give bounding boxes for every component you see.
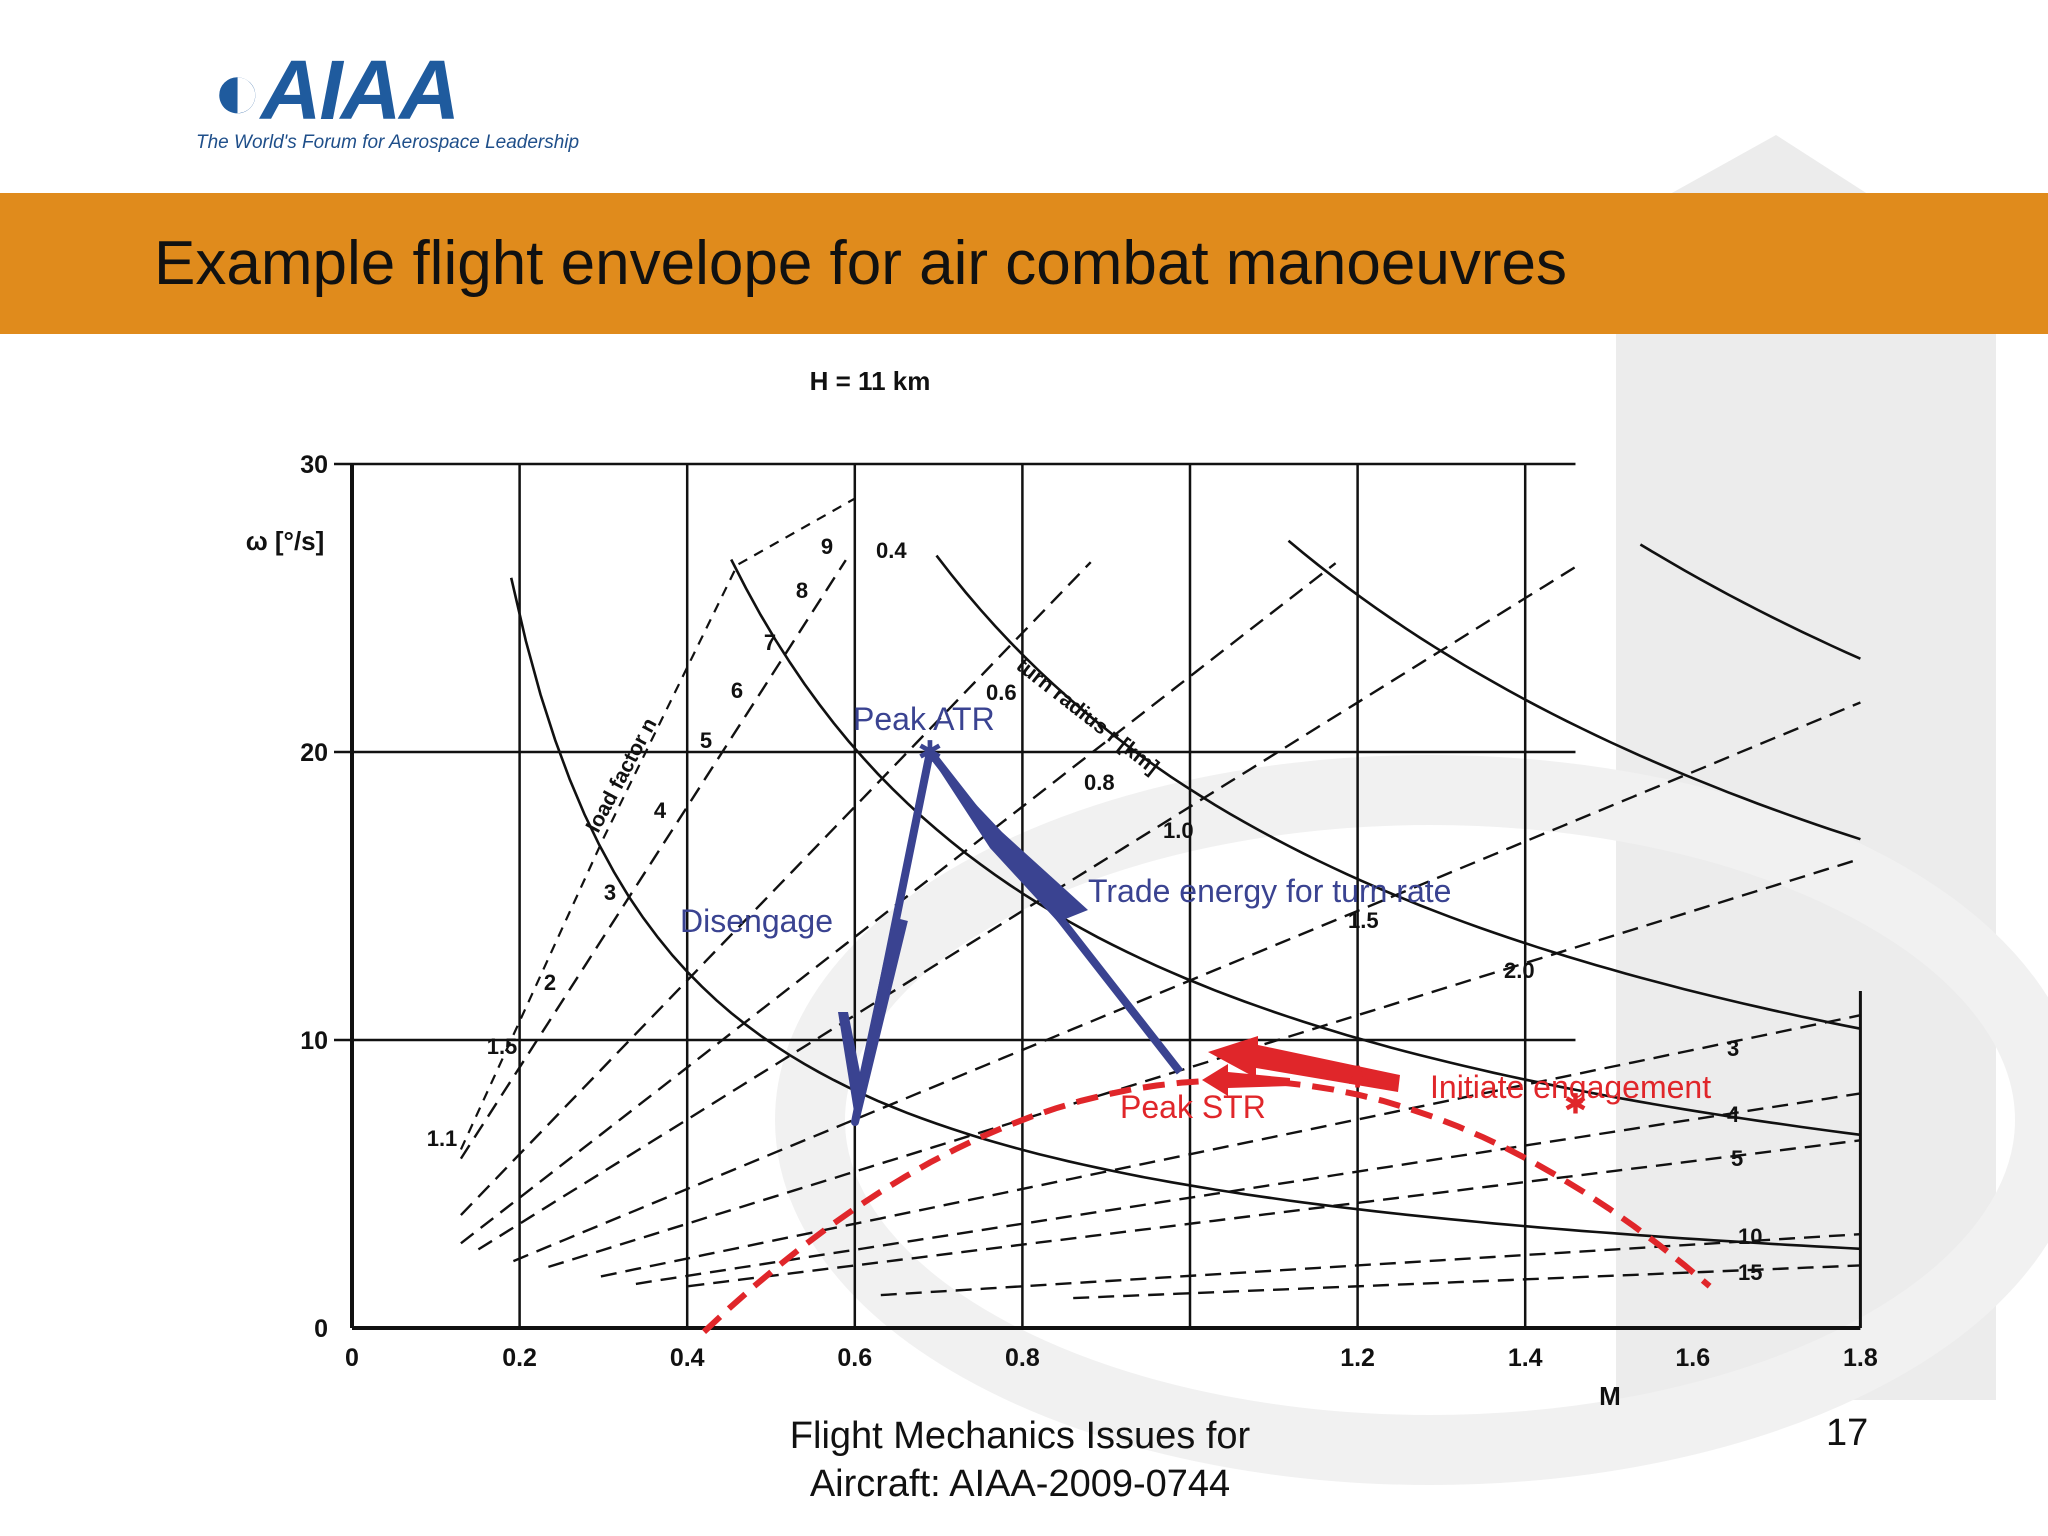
logo-tagline: The World's Forum for Aerospace Leadersh… xyxy=(196,132,580,153)
slide-title: Example flight envelope for air combat m… xyxy=(154,229,1567,298)
x-tick-label: 0.2 xyxy=(502,1344,537,1372)
load-factor-label: 9 xyxy=(821,534,833,559)
red-annotations: ✱✱ xyxy=(701,1036,1712,1334)
y-tick-label: 10 xyxy=(300,1027,328,1055)
logo-wordmark: ◐AIAA xyxy=(212,43,460,137)
turn-radius-line xyxy=(635,1092,1861,1286)
turn-radius-label: 1.0 xyxy=(1163,818,1194,843)
turn-radius-line xyxy=(459,559,847,1160)
manoeuvre-path xyxy=(851,748,1184,1126)
load-factor-label: 8 xyxy=(796,578,808,603)
load-factor-line xyxy=(730,558,1861,1137)
load-factor-label: 2 xyxy=(544,970,556,995)
turn-radius-line xyxy=(460,561,1092,1216)
title-bar xyxy=(0,193,2048,334)
y-tick-label: 20 xyxy=(300,739,328,767)
x-tick-label: 0 xyxy=(345,1344,359,1372)
chart-grid xyxy=(334,462,1862,1330)
footer-line-2: Aircraft: AIAA-2009-0744 xyxy=(809,1463,1231,1505)
turn-radius-label: 1.5 xyxy=(1348,908,1379,933)
peak-atr-star: ✱ xyxy=(917,736,942,769)
turn-radius-label: 0.6 xyxy=(986,680,1017,705)
turn-radius-label: 10 xyxy=(1738,1224,1762,1249)
peak-str-star: ✱ xyxy=(1345,1061,1370,1094)
turn-radius-label: 15 xyxy=(1738,1260,1762,1285)
blue-annotations: ✱ xyxy=(838,736,1184,1126)
label-initiate-engagement: Initiate engagement xyxy=(1430,1069,1711,1105)
load-factor-label: 1.1 xyxy=(427,1126,458,1151)
figure-header: H = 11 km xyxy=(810,366,931,396)
turn-radius-line xyxy=(512,701,1861,1263)
turn-radius-label: 2.0 xyxy=(1504,958,1535,983)
y-axis-label: ω [°/s] xyxy=(246,526,325,556)
aiaa-logo: ◐AIAA The World's Forum for Aerospace Le… xyxy=(192,38,579,168)
x-tick-label: 0.8 xyxy=(1005,1344,1040,1372)
load-factor-label: 7 xyxy=(764,630,776,655)
x-tick-label: 0.4 xyxy=(670,1344,705,1372)
turn-radius-line xyxy=(548,857,1861,1269)
turn-radius-line xyxy=(477,562,1582,1251)
x-tick-label: 1.2 xyxy=(1340,1344,1375,1372)
load-factor-line xyxy=(1287,539,1861,841)
turn-radius-label: 3 xyxy=(1727,1036,1739,1061)
load-factor-line xyxy=(509,577,1861,1251)
load-factor-line xyxy=(935,554,1861,1030)
disengage-arrow-head xyxy=(838,960,894,1124)
sustained-turn-curve xyxy=(701,1077,1712,1334)
label-trade-energy: Trade energy for turn rate xyxy=(1088,873,1451,909)
x-tick-label: 0.6 xyxy=(837,1344,872,1372)
turn-radius-line xyxy=(688,1139,1861,1288)
turn-radius-label: 0.8 xyxy=(1084,770,1115,795)
load-factor-label: 3 xyxy=(604,880,616,905)
load-factor-label: 4 xyxy=(654,798,667,823)
x-tick-label: 1.4 xyxy=(1508,1344,1543,1372)
envelope-left-boundary xyxy=(459,497,856,1150)
x-tick-label: 1.6 xyxy=(1675,1344,1710,1372)
page-number: 17 xyxy=(1826,1412,1869,1454)
engagement-star: ✱ xyxy=(1564,1088,1587,1119)
load-factor-line xyxy=(1639,543,1861,660)
turn-radius-label: 0.4 xyxy=(876,538,907,563)
load-factor-title: load factor n xyxy=(582,714,661,836)
x-tick-label: 1.8 xyxy=(1843,1344,1878,1372)
label-peak-atr: Peak ATR xyxy=(853,701,995,737)
footer-line-1: Flight Mechanics Issues for xyxy=(789,1415,1251,1457)
turn-radius-line xyxy=(600,1014,1861,1278)
trade-arrow-head xyxy=(930,756,1088,922)
label-peak-str: Peak STR xyxy=(1120,1089,1266,1125)
footer: Flight Mechanics Issues for Aircraft: AI… xyxy=(720,1412,1320,1508)
initiate-engagement-arrow-2 xyxy=(1202,1064,1290,1096)
y-tick-label: 30 xyxy=(300,451,328,479)
y-tick-label: 0 xyxy=(314,1315,328,1343)
x-axis-label: M xyxy=(1599,1381,1621,1411)
load-factor-label: 6 xyxy=(731,678,743,703)
turn-radius-line xyxy=(880,1233,1861,1297)
turn-radius-line xyxy=(1073,1264,1861,1300)
turn-radius-label: 4 xyxy=(1727,1102,1740,1127)
label-disengage: Disengage xyxy=(680,903,833,939)
load-factor-label: 5 xyxy=(700,728,712,753)
load-factor-label: 1.5 xyxy=(487,1034,518,1059)
turn-radius-label: 5 xyxy=(1731,1146,1743,1171)
